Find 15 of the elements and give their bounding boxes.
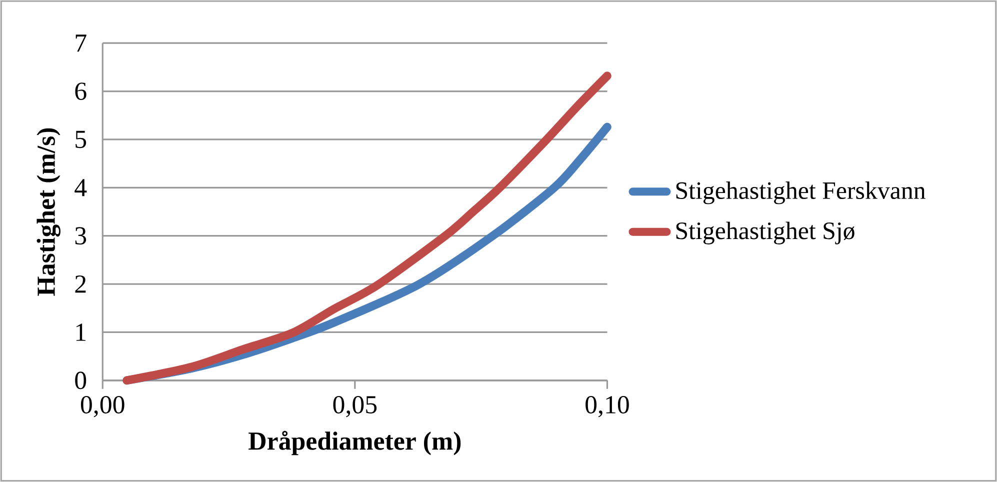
y-tick-label: 3 [75, 227, 86, 245]
x-tick-label: 0,10 [586, 396, 629, 418]
x-tick-label: 0,05 [333, 396, 377, 418]
y-tick-label: 0 [75, 372, 86, 390]
legend-label: Stigehastighet Sjø [676, 222, 854, 244]
x-tick-label: 0,00 [80, 396, 124, 418]
y-tick-label: 6 [75, 82, 86, 100]
y-tick-label: 2 [75, 276, 86, 293]
y-tick-label: 4 [74, 179, 87, 196]
y-tick-label: 1 [76, 324, 86, 341]
y-axis-title: Hastighet (m/s) [36, 128, 60, 296]
legend-label: Stigehastighet Ferskvann [676, 182, 926, 204]
x-axis-title: Dråpediameter (m) [248, 430, 461, 456]
y-tick-label: 7 [76, 34, 86, 52]
y-tick-label: 5 [76, 130, 86, 148]
